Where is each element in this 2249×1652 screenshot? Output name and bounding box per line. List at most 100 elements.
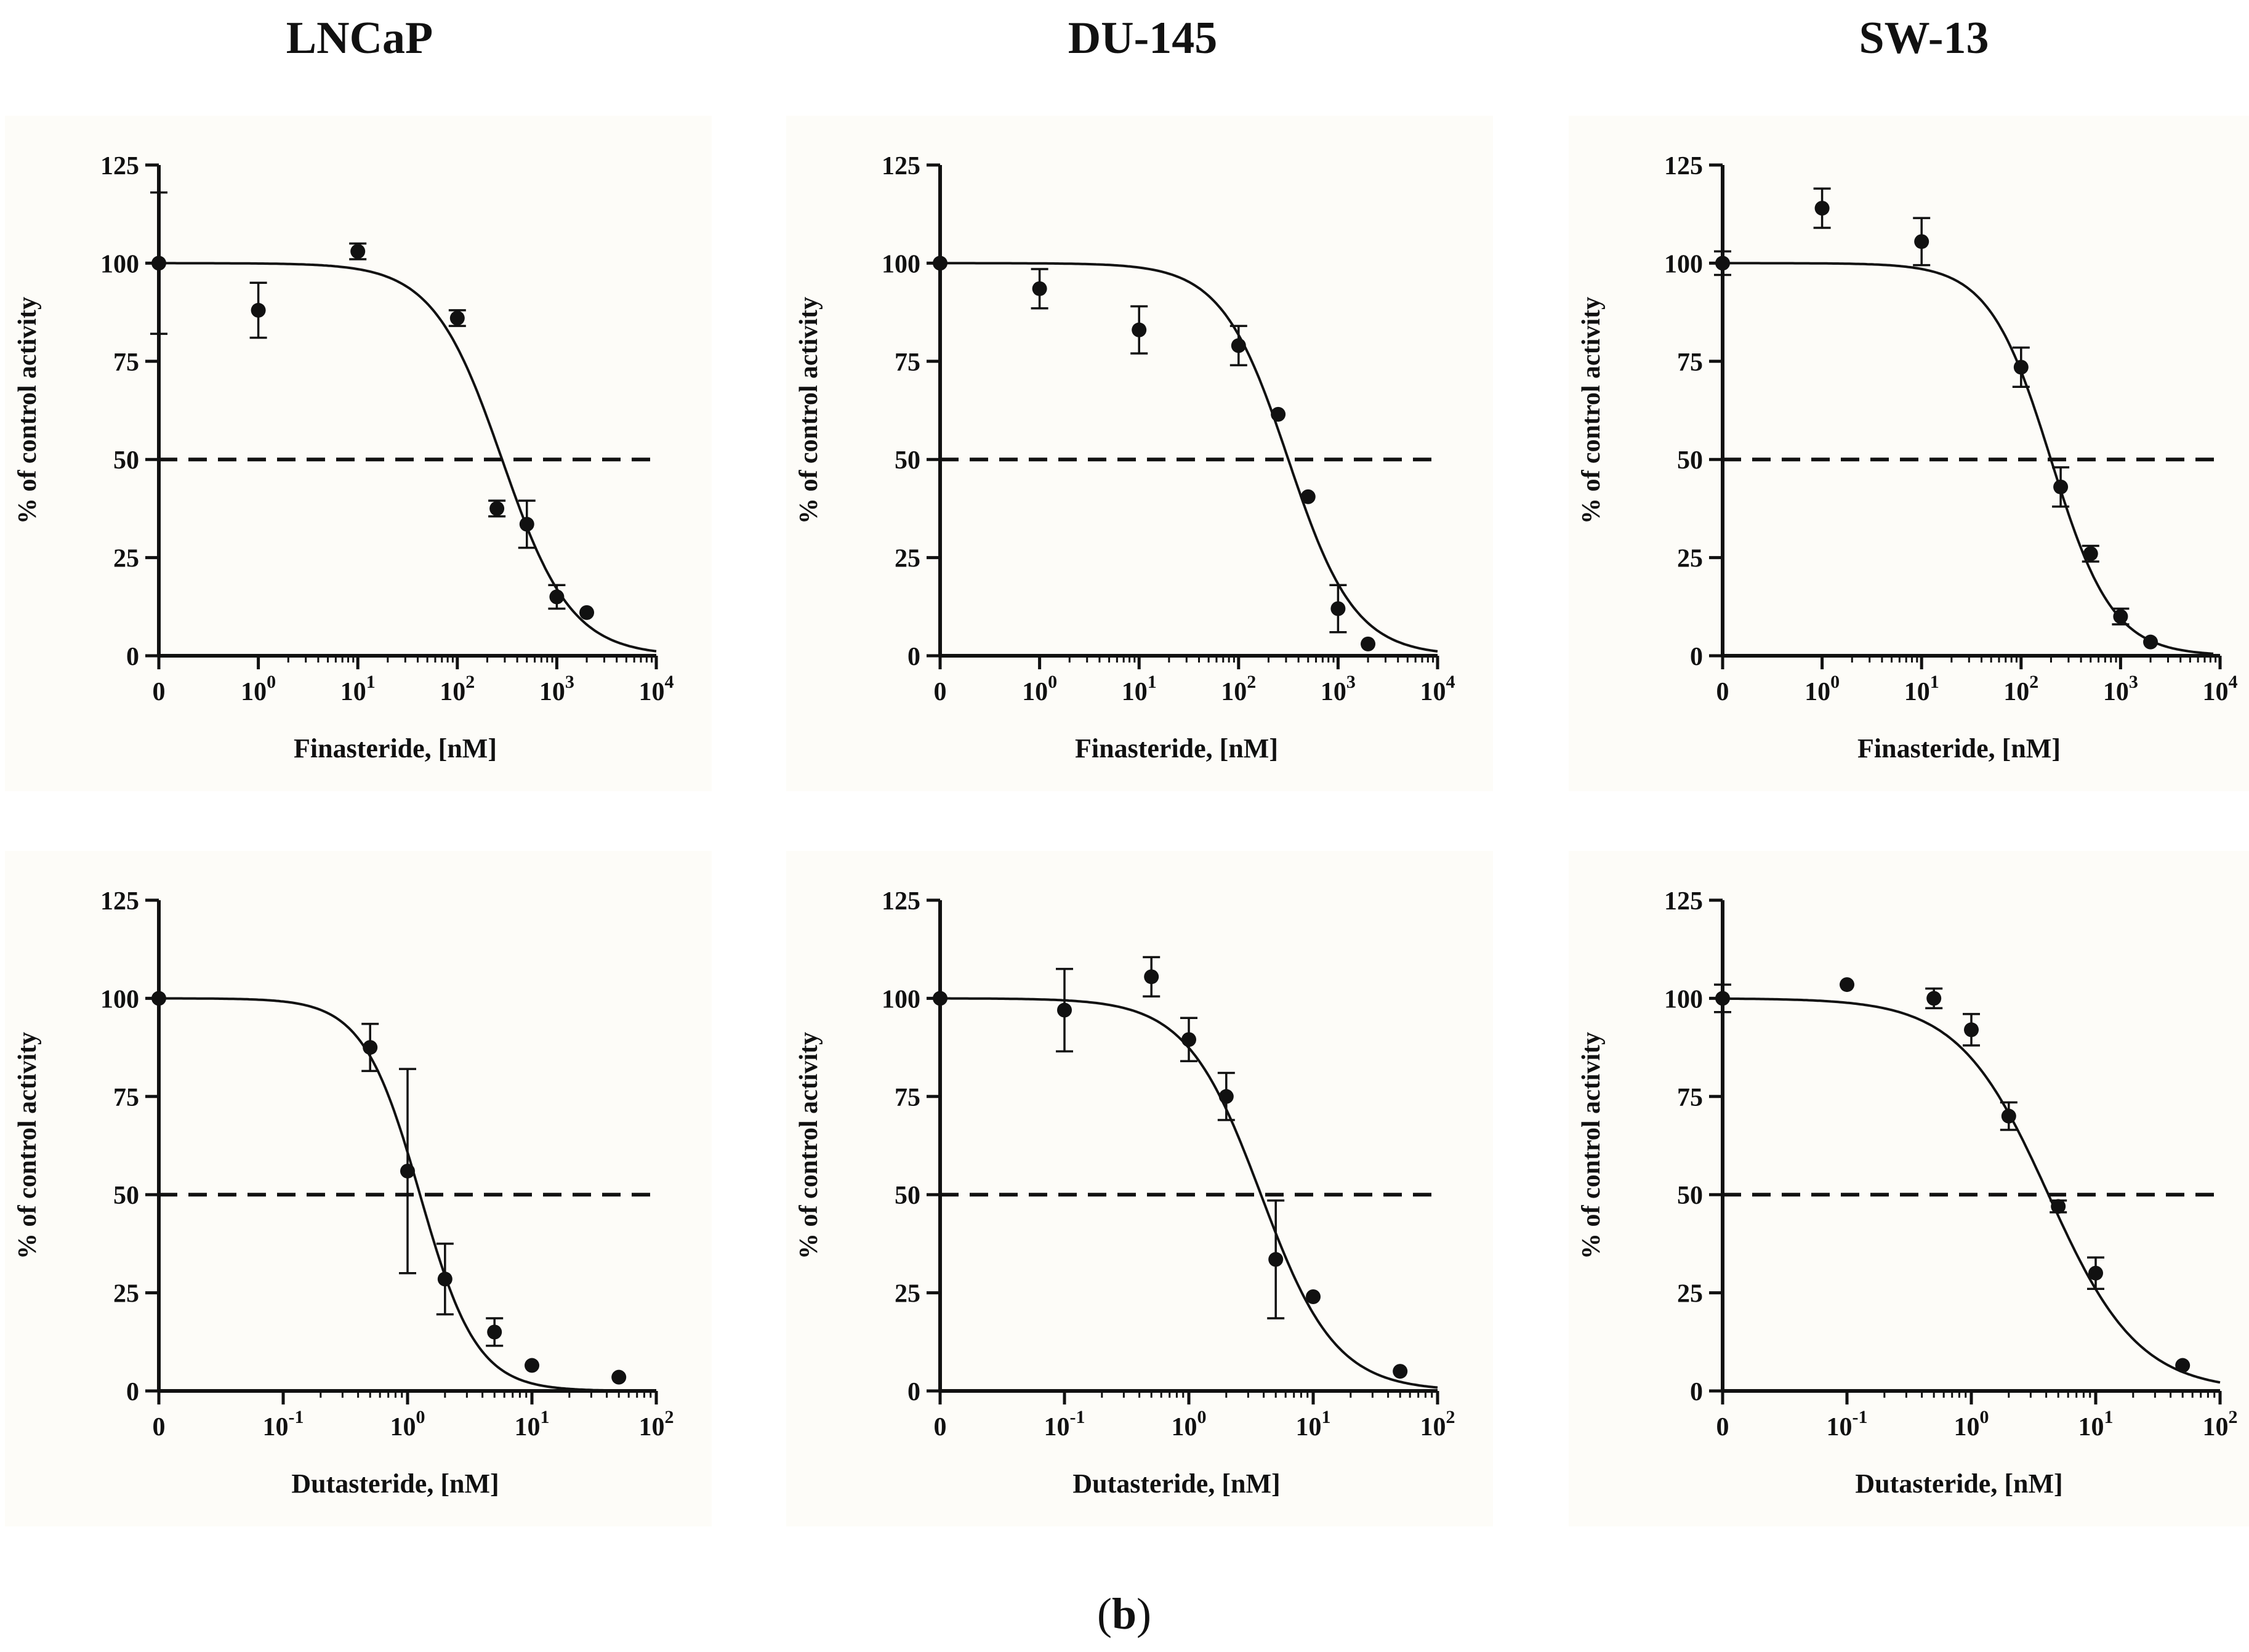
data-point (1393, 1364, 1408, 1379)
y-tick-label: 100 (1664, 985, 1703, 1013)
x-tick-label: 0 (934, 1413, 947, 1441)
data-point (611, 1369, 627, 1385)
y-axis-label: % of control activity (14, 297, 42, 524)
x-tick-exponent: 0 (1197, 1407, 1207, 1427)
x-tick-exponent: 3 (1346, 672, 1356, 692)
column-title-du145: DU-145 (1068, 13, 1218, 63)
x-axis-label: Dutasteride, [nM] (291, 1469, 499, 1499)
data-point (1132, 322, 1147, 337)
column-title-sw13: SW-13 (1859, 13, 1989, 63)
x-tick-exponent: 2 (1446, 1407, 1455, 1427)
data-point (2013, 360, 2029, 375)
x-tick-label: 103 (2103, 672, 2138, 706)
x-tick-label: 0 (1716, 678, 1729, 706)
figure-caption: (b) (1001, 1589, 1247, 1640)
data-point (151, 991, 166, 1006)
data-point (487, 1324, 502, 1340)
data-point (1181, 1032, 1196, 1047)
data-point (2088, 1265, 2103, 1281)
y-tick-label: 100 (882, 250, 920, 278)
y-tick-label: 0 (126, 1378, 139, 1406)
data-point (363, 1040, 378, 1055)
panel-background (1569, 116, 2249, 791)
fit-curve (940, 262, 1438, 653)
x-tick-exponent: 0 (416, 1407, 425, 1427)
fit-curve (1723, 997, 2221, 1384)
y-tick-label: 25 (1677, 545, 1703, 573)
y-tick-label: 75 (1677, 349, 1703, 377)
data-point (1840, 977, 1854, 993)
y-axis-label: % of control activity (1577, 1032, 1606, 1259)
panel-background (786, 851, 1493, 1526)
y-tick-label: 50 (113, 1182, 139, 1210)
y-tick-label: 125 (882, 887, 920, 916)
data-point (579, 605, 595, 620)
x-tick-exponent: -1 (1853, 1407, 1868, 1427)
x-tick-exponent: 4 (2229, 672, 2238, 692)
panel-background (5, 116, 712, 791)
data-point (251, 302, 266, 318)
y-tick-label: 0 (1690, 1378, 1703, 1406)
y-tick-label: 75 (113, 1084, 139, 1112)
y-tick-label: 50 (113, 446, 139, 475)
fit-curve (159, 997, 618, 1392)
data-point (1964, 1022, 1979, 1038)
data-point (1715, 991, 1730, 1006)
x-tick-exponent: 2 (2229, 1407, 2238, 1427)
x-axis-label: Finasteride, [nM] (1857, 733, 2061, 764)
y-tick-label: 100 (100, 985, 139, 1013)
y-tick-label: 100 (100, 250, 139, 278)
x-tick-exponent: 0 (1830, 672, 1840, 692)
x-tick-exponent: 1 (1930, 672, 1939, 692)
x-tick-exponent: 2 (465, 672, 475, 692)
x-axis-label: Finasteride, [nM] (1075, 733, 1278, 764)
x-tick-exponent: 4 (1446, 672, 1455, 692)
data-point (933, 256, 947, 271)
caption-close: ) (1137, 1589, 1151, 1638)
x-axis-label: Dutasteride, [nM] (1072, 1469, 1280, 1499)
x-tick-label: 101 (1904, 672, 1939, 706)
y-tick-label: 50 (1677, 1182, 1703, 1210)
x-tick-label: 0 (153, 1413, 166, 1441)
x-tick-exponent: -1 (289, 1407, 304, 1427)
data-point (2175, 1358, 2191, 1373)
caption-letter: b (1111, 1589, 1137, 1638)
x-tick-exponent: 2 (665, 1407, 674, 1427)
x-tick-exponent: 2 (2029, 672, 2038, 692)
y-tick-label: 75 (895, 349, 920, 377)
data-point (1300, 489, 1316, 504)
x-tick-exponent: 4 (665, 672, 674, 692)
x-tick-exponent: 1 (541, 1407, 550, 1427)
y-tick-label: 25 (895, 1280, 920, 1308)
caption-open: ( (1096, 1589, 1112, 1638)
x-tick-label: 0 (1716, 1413, 1729, 1441)
data-point (933, 991, 947, 1006)
data-point (350, 244, 366, 259)
y-tick-label: 75 (1677, 1084, 1703, 1112)
y-axis-label: % of control activity (1577, 297, 1606, 524)
data-point (1306, 1289, 1321, 1304)
y-tick-label: 75 (113, 349, 139, 377)
data-point (1926, 991, 1942, 1006)
y-tick-label: 100 (1664, 250, 1703, 278)
data-point (2051, 1199, 2066, 1214)
x-tick-exponent: 0 (1980, 1407, 1989, 1427)
data-point (1218, 1089, 1234, 1104)
y-tick-label: 25 (113, 1280, 139, 1308)
data-point (1271, 406, 1286, 422)
x-axis-label: Finasteride, [nM] (294, 733, 497, 764)
y-tick-label: 50 (1677, 446, 1703, 475)
data-point (1268, 1252, 1284, 1267)
y-tick-label: 25 (895, 545, 920, 573)
y-axis-label: % of control activity (14, 1032, 42, 1259)
data-point (1032, 281, 1047, 296)
x-tick-exponent: 0 (1048, 672, 1057, 692)
x-tick-exponent: 3 (565, 672, 574, 692)
data-point (519, 517, 534, 532)
